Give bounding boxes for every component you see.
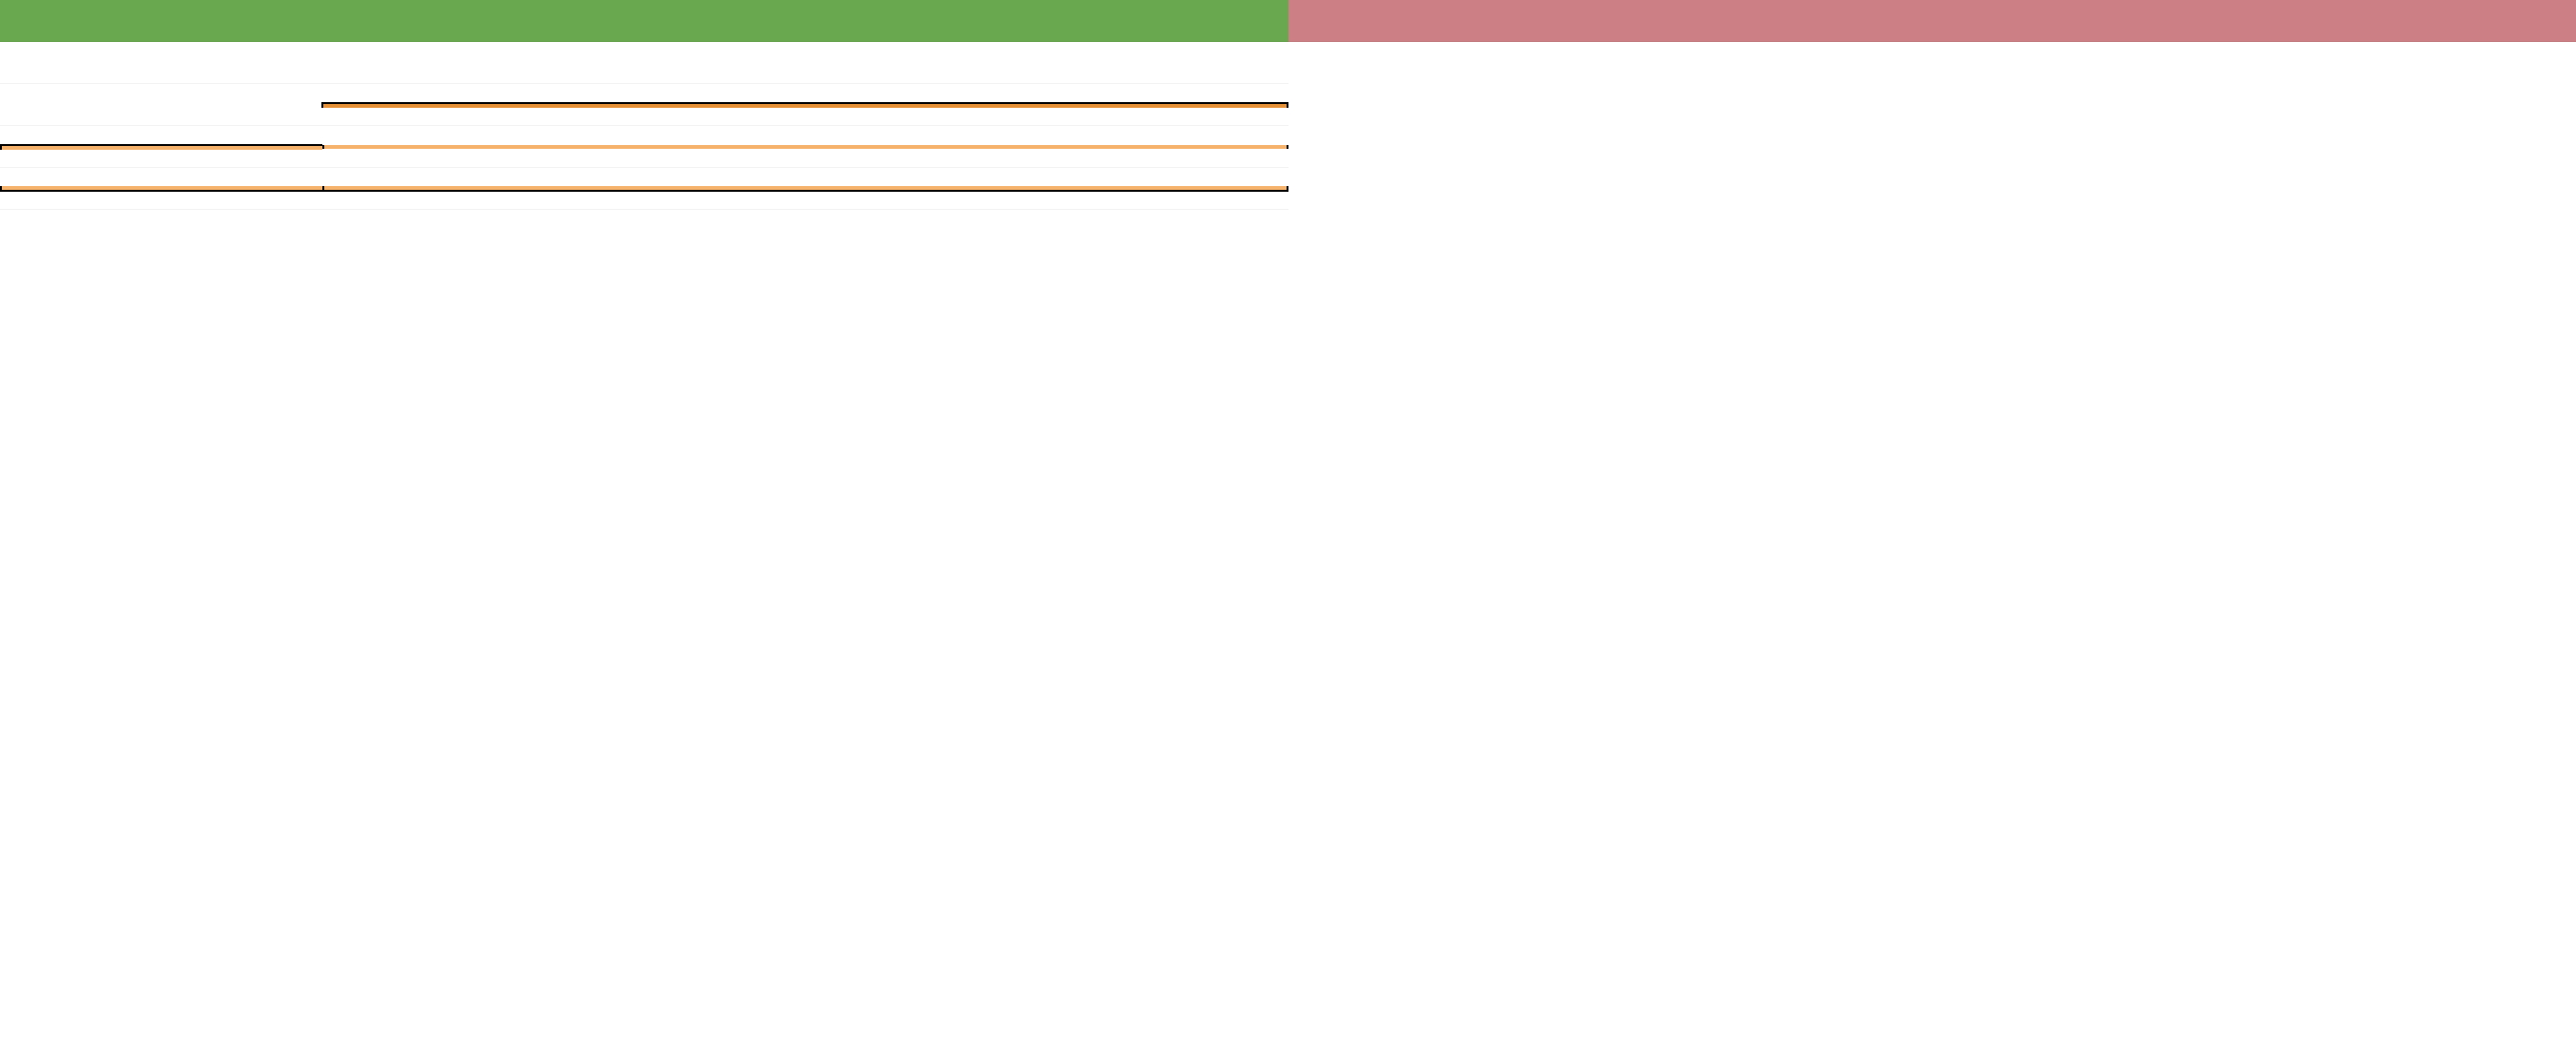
right-header-row — [1288, 0, 2576, 42]
right-column — [1288, 0, 2576, 210]
spacer-row — [0, 42, 1288, 84]
header-cell — [1610, 19, 1932, 23]
left-column — [0, 0, 1288, 210]
listeners-row — [0, 126, 1288, 168]
header-cell — [965, 102, 1288, 108]
cell — [645, 186, 965, 192]
left-header-row — [0, 0, 1288, 42]
cell — [0, 186, 322, 192]
header-cell — [2254, 19, 2576, 23]
header-cell — [0, 19, 322, 23]
cell — [0, 103, 321, 107]
header-cell — [644, 19, 966, 23]
listeners-header-row — [0, 84, 1288, 126]
header-cell — [1932, 19, 2255, 23]
header-cell — [321, 102, 645, 108]
header-cell — [1288, 19, 1611, 23]
cell — [965, 186, 1288, 192]
listeners-row — [0, 168, 1288, 210]
cell — [322, 186, 645, 192]
header-cell — [966, 19, 1288, 23]
cell — [322, 145, 645, 149]
spreadsheet-container — [0, 0, 2576, 210]
header-cell — [322, 19, 645, 23]
header-cell — [644, 102, 965, 108]
cell — [0, 144, 322, 150]
cell — [645, 145, 965, 149]
cell — [965, 145, 1288, 149]
